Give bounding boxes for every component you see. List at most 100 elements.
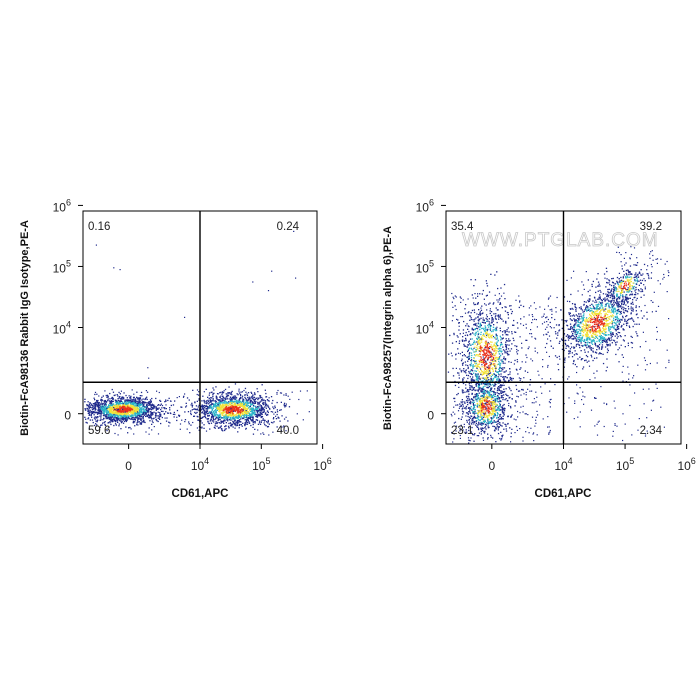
event-dot bbox=[498, 418, 500, 420]
event-dot bbox=[510, 436, 512, 438]
event-dot bbox=[478, 378, 480, 380]
event-dot bbox=[475, 399, 477, 401]
event-dot bbox=[501, 384, 504, 386]
event-dot bbox=[210, 401, 212, 403]
event-dot bbox=[211, 391, 213, 393]
event-dot bbox=[497, 382, 499, 384]
event-dot bbox=[470, 364, 472, 366]
event-dot bbox=[512, 337, 514, 339]
event-dot bbox=[459, 333, 461, 335]
event-dot bbox=[205, 417, 207, 419]
event-dot bbox=[132, 402, 135, 404]
event-dot bbox=[139, 398, 142, 400]
event-dot bbox=[487, 350, 490, 352]
event-dot bbox=[243, 403, 245, 406]
event-dot bbox=[485, 372, 487, 375]
event-dot bbox=[227, 402, 229, 405]
event-dot bbox=[217, 419, 219, 421]
event-dot bbox=[245, 423, 247, 425]
event-dot bbox=[482, 327, 484, 329]
event-dot bbox=[218, 427, 220, 429]
event-dot bbox=[141, 399, 143, 401]
event-dot bbox=[134, 411, 136, 413]
event-dot bbox=[93, 405, 95, 407]
event-dot bbox=[235, 422, 237, 424]
event-dot bbox=[90, 411, 92, 413]
event-dot bbox=[499, 400, 501, 402]
event-dot bbox=[281, 415, 283, 417]
event-dot bbox=[229, 416, 232, 419]
event-dot bbox=[236, 408, 238, 410]
event-dot bbox=[231, 400, 233, 402]
event-dot bbox=[237, 411, 239, 413]
event-dot bbox=[241, 395, 244, 397]
event-dot bbox=[493, 358, 495, 360]
event-dot bbox=[107, 399, 109, 401]
event-dot bbox=[486, 378, 488, 380]
event-dot bbox=[480, 331, 482, 333]
event-dot bbox=[505, 428, 507, 430]
event-dot bbox=[469, 338, 472, 340]
event-dot bbox=[226, 419, 228, 421]
event-dot bbox=[256, 412, 258, 414]
event-dot bbox=[462, 391, 464, 393]
event-dot bbox=[211, 415, 214, 417]
event-dot bbox=[270, 411, 272, 413]
event-dot bbox=[244, 403, 246, 405]
event-dot bbox=[482, 416, 485, 418]
event-dot bbox=[500, 351, 503, 353]
event-dot bbox=[149, 399, 152, 401]
event-dot bbox=[139, 397, 142, 399]
event-dot bbox=[89, 406, 92, 409]
event-dot bbox=[477, 303, 479, 305]
event-dot bbox=[485, 414, 487, 416]
event-dot bbox=[495, 421, 497, 423]
event-dot bbox=[223, 407, 225, 410]
event-dot bbox=[244, 414, 246, 416]
event-dot bbox=[207, 399, 209, 401]
event-dot bbox=[500, 397, 502, 399]
event-dot bbox=[479, 403, 481, 405]
event-dot bbox=[197, 419, 199, 421]
event-dot bbox=[147, 409, 150, 412]
event-dot bbox=[491, 337, 493, 339]
event-dot bbox=[239, 415, 241, 417]
event-dot bbox=[272, 406, 274, 408]
event-dot bbox=[239, 400, 241, 403]
event-dot bbox=[258, 405, 260, 407]
event-dot bbox=[480, 372, 482, 374]
event-dot bbox=[486, 345, 488, 348]
event-dot bbox=[495, 360, 497, 363]
event-dot bbox=[96, 403, 98, 405]
event-dot bbox=[487, 420, 489, 422]
event-dot bbox=[521, 347, 523, 349]
event-dot bbox=[481, 390, 483, 392]
event-dot bbox=[483, 383, 486, 386]
event-dot bbox=[498, 409, 500, 412]
event-dot bbox=[130, 406, 132, 408]
event-dot bbox=[219, 396, 221, 399]
event-dot bbox=[148, 408, 150, 410]
event-dot bbox=[153, 405, 155, 407]
event-dot bbox=[494, 385, 496, 387]
event-dot bbox=[525, 339, 527, 341]
event-dot bbox=[606, 314, 609, 316]
event-dot bbox=[509, 339, 511, 342]
event-dot bbox=[109, 418, 112, 421]
event-dot bbox=[137, 418, 139, 420]
event-dot bbox=[118, 404, 120, 406]
event-dot bbox=[114, 394, 116, 396]
event-dot bbox=[502, 362, 504, 364]
event-dot bbox=[468, 411, 470, 413]
event-dot bbox=[258, 397, 260, 400]
event-dot bbox=[484, 389, 486, 392]
event-dot bbox=[470, 415, 472, 417]
event-dot bbox=[126, 419, 128, 421]
event-dot bbox=[276, 392, 278, 394]
event-dot bbox=[484, 416, 486, 419]
event-dot bbox=[474, 433, 476, 435]
event-dot bbox=[484, 412, 487, 415]
event-dot bbox=[515, 331, 517, 333]
event-dot bbox=[129, 408, 131, 410]
event-dot bbox=[465, 331, 467, 334]
